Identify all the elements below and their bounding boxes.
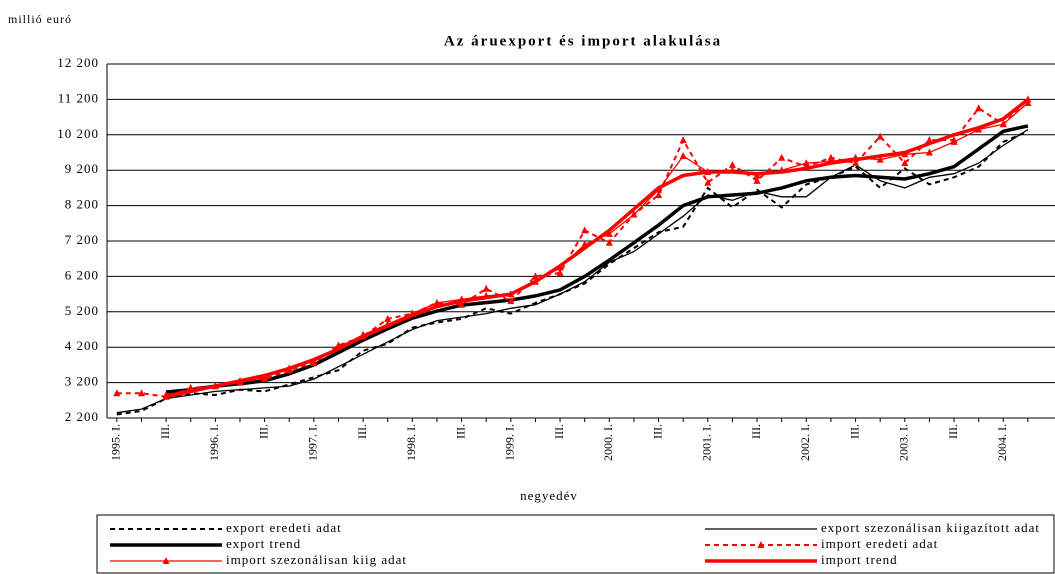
y-tick-label: 9 200 xyxy=(65,161,99,176)
marker xyxy=(605,229,613,237)
y-tick-label: 4 200 xyxy=(65,338,99,353)
x-tick-label: III. xyxy=(946,424,960,439)
x-tick-label: III. xyxy=(847,424,861,439)
marker xyxy=(630,210,638,218)
legend-marker xyxy=(757,541,765,548)
y-tick-label: 12 200 xyxy=(57,55,99,70)
y-tick-label: 7 200 xyxy=(65,232,99,247)
marker xyxy=(655,190,663,198)
legend-label: export eredeti adat xyxy=(226,520,342,535)
marker xyxy=(753,176,761,184)
legend-box xyxy=(96,514,1055,574)
marker xyxy=(950,137,958,145)
marker xyxy=(704,178,712,186)
marker xyxy=(458,300,466,308)
x-tick-label: 2002. I. xyxy=(798,424,812,461)
legend-marker xyxy=(162,557,170,564)
marker xyxy=(384,314,392,322)
marker xyxy=(1024,98,1032,106)
chart-title: Az áruexport és import alakulása xyxy=(444,33,722,49)
x-tick-label: III. xyxy=(355,424,369,439)
series-line xyxy=(165,102,1029,396)
marker xyxy=(605,238,613,246)
x-tick-label: 1999. I. xyxy=(503,424,517,461)
legend-label: import eredeti adat xyxy=(821,536,938,551)
x-tick-label: III. xyxy=(552,424,566,439)
marker xyxy=(901,159,909,167)
legend-label: export trend xyxy=(226,536,301,551)
x-tick-label: III. xyxy=(749,424,763,439)
y-tick-label: 10 200 xyxy=(57,126,99,141)
marker xyxy=(728,160,736,168)
marker xyxy=(876,155,884,163)
x-tick-label: 1995. I. xyxy=(109,424,123,461)
x-tick-label: 1996. I. xyxy=(207,424,221,461)
marker xyxy=(876,132,884,140)
marker xyxy=(581,226,589,234)
marker xyxy=(113,389,121,397)
x-tick-label: III. xyxy=(158,424,172,439)
marker xyxy=(679,152,687,160)
x-tick-label: 2001. I. xyxy=(700,424,714,461)
y-axis-label: millió euró xyxy=(8,12,72,26)
marker xyxy=(802,159,810,167)
x-tick-label: 1997. I. xyxy=(306,424,320,461)
legend-label: import trend xyxy=(821,552,898,567)
marker xyxy=(778,153,786,161)
marker xyxy=(556,268,564,276)
y-tick-label: 5 200 xyxy=(65,303,99,318)
y-tick-label: 3 200 xyxy=(65,374,99,389)
series-line xyxy=(116,98,1029,398)
x-axis-label: negyedév xyxy=(520,488,578,503)
series-line xyxy=(165,98,1029,399)
x-tick-label: 2004. I. xyxy=(995,424,1009,461)
marker xyxy=(507,297,515,305)
marker xyxy=(137,389,145,397)
x-tick-label: 2000. I. xyxy=(601,424,615,461)
series-line xyxy=(165,124,1029,394)
marker xyxy=(852,159,860,167)
x-tick-label: III. xyxy=(650,424,664,439)
x-tick-label: III. xyxy=(453,424,467,439)
marker xyxy=(975,104,983,112)
y-tick-label: 2 200 xyxy=(65,409,99,424)
marker xyxy=(999,120,1007,128)
series-line xyxy=(116,128,1029,414)
x-tick-label: 1998. I. xyxy=(404,424,418,461)
x-tick-label: 2003. I. xyxy=(897,424,911,461)
legend-label: import szezonálisan kiig adat xyxy=(226,552,407,567)
marker xyxy=(433,298,441,306)
series-line xyxy=(116,130,1029,416)
marker xyxy=(679,136,687,144)
y-tick-label: 6 200 xyxy=(65,267,99,282)
x-tick-label: III. xyxy=(256,424,270,439)
marker xyxy=(531,272,539,280)
legend-label: export szezonálisan kiigazított adat xyxy=(821,520,1040,535)
y-tick-label: 8 200 xyxy=(65,197,99,212)
marker xyxy=(827,153,835,161)
y-tick-label: 11 200 xyxy=(58,90,99,105)
marker xyxy=(925,148,933,156)
marker xyxy=(482,284,490,292)
